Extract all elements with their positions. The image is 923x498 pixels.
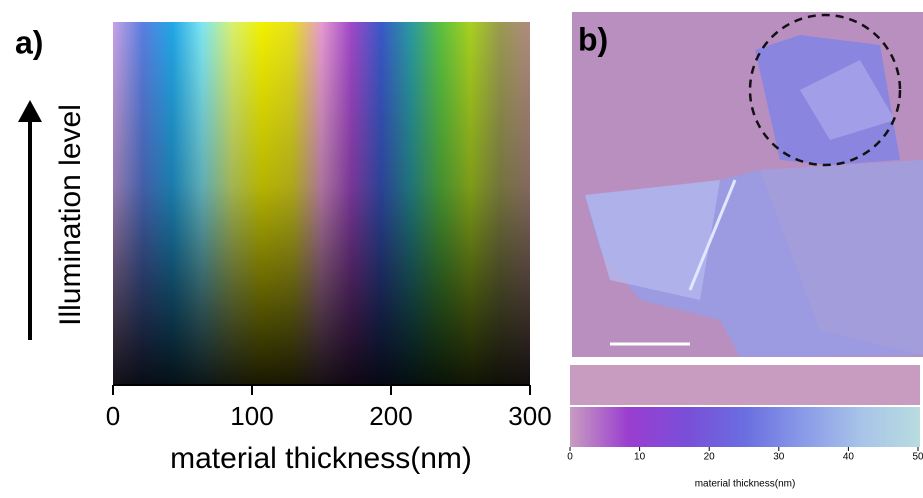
figure: a) Illumination level material thickness… [0,0,923,493]
x-tick-label: 20 [704,452,716,463]
x-tick-label: 30 [773,452,785,463]
colormap-shade [113,22,530,385]
panel-label: a) [15,24,43,60]
x-tick-label: 50 [912,452,923,463]
x-tick-label: 10 [634,452,646,463]
x-axis-label: material thickness(nm) [170,442,472,475]
x-tick-label: 0 [567,452,573,463]
colorbar-label: material thickness(nm) [695,479,796,490]
panel-label: b) [578,21,608,57]
colorbar-reference [570,365,920,405]
x-tick-label: 200 [369,401,412,431]
x-tick-label: 300 [508,401,551,431]
x-tick-label: 100 [230,401,273,431]
micrograph [572,12,923,357]
y-axis-label: Illumination level [54,104,87,326]
x-tick-label: 40 [843,452,855,463]
x-tick-label: 0 [106,401,120,431]
colorbar [570,407,920,447]
arrow-head [18,100,42,122]
